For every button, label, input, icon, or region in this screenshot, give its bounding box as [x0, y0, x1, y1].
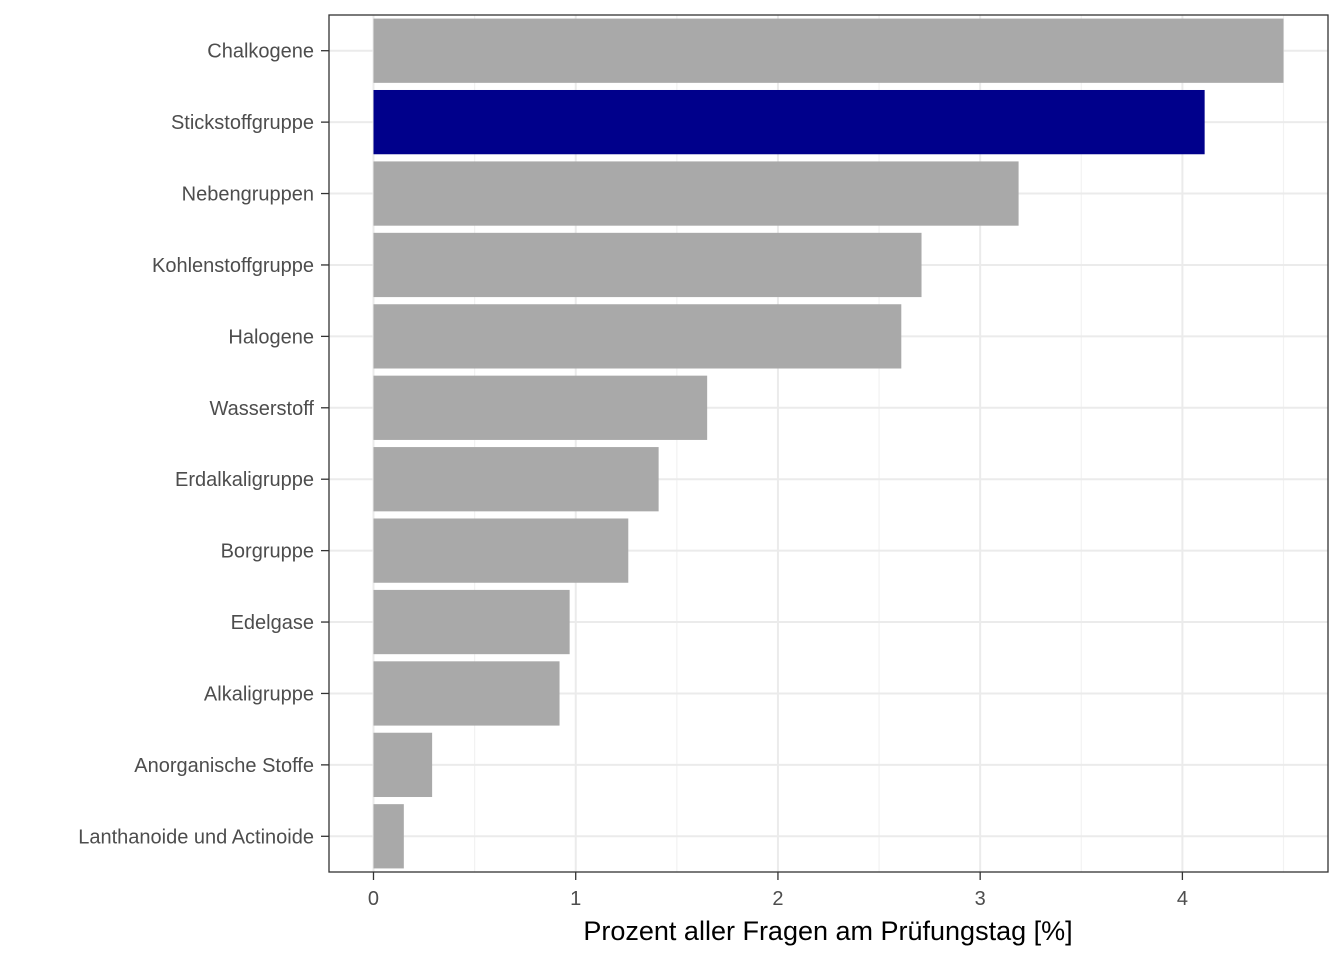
y-tick-label: Wasserstoff — [210, 398, 315, 420]
bar-alkaligruppe — [373, 661, 560, 726]
y-tick-label: Stickstoffgruppe — [171, 112, 314, 134]
bar-anorganische-stoffe — [373, 732, 433, 798]
plot-background — [329, 15, 1328, 872]
y-tick-label: Erdalkaligruppe — [175, 469, 314, 491]
x-tick-label: 4 — [1177, 888, 1188, 910]
bar-stickstoffgruppe — [373, 89, 1205, 155]
y-tick-label: Borgruppe — [221, 541, 314, 563]
bar-lanthanoide-und-actinoide — [373, 804, 404, 869]
bar-erdalkaligruppe — [373, 447, 659, 512]
minor-gridlines — [474, 15, 1285, 872]
y-tick-label: Anorganische Stoffe — [134, 755, 314, 777]
y-tick-label: Nebengruppen — [182, 184, 314, 206]
bar-edelgase — [373, 589, 570, 655]
bar-kohlenstoffgruppe — [373, 232, 922, 298]
y-tick-label: Edelgase — [231, 612, 314, 634]
x-tick-label: 1 — [570, 888, 581, 910]
y-tick-label: Chalkogene — [207, 41, 314, 63]
bar-nebengruppen — [373, 161, 1019, 226]
x-tick-label: 2 — [772, 888, 783, 910]
bar-chalkogene — [373, 18, 1284, 83]
y-tick-label: Lanthanoide und Actinoide — [78, 826, 314, 848]
x-tick-label: 0 — [368, 888, 379, 910]
bar-borgruppe — [373, 518, 629, 583]
y-tick-label: Halogene — [228, 326, 314, 348]
y-axis: Chalkogene Stickstoffgruppe Nebengruppen Ko… — [78, 41, 329, 848]
x-axis: 0 1 2 3 4 — [368, 872, 1188, 910]
plot-border — [328, 14, 1329, 873]
x-tick-label: 3 — [975, 888, 986, 910]
bar-halogene — [373, 304, 902, 369]
bars — [373, 18, 1284, 869]
bar-wasserstoff — [373, 375, 708, 440]
x-axis-title: Prozent aller Fragen am Prüfungstag [%] — [583, 916, 1072, 946]
y-tick-label: Kohlenstoffgruppe — [152, 255, 314, 277]
y-tick-label: Alkaligruppe — [204, 683, 314, 705]
